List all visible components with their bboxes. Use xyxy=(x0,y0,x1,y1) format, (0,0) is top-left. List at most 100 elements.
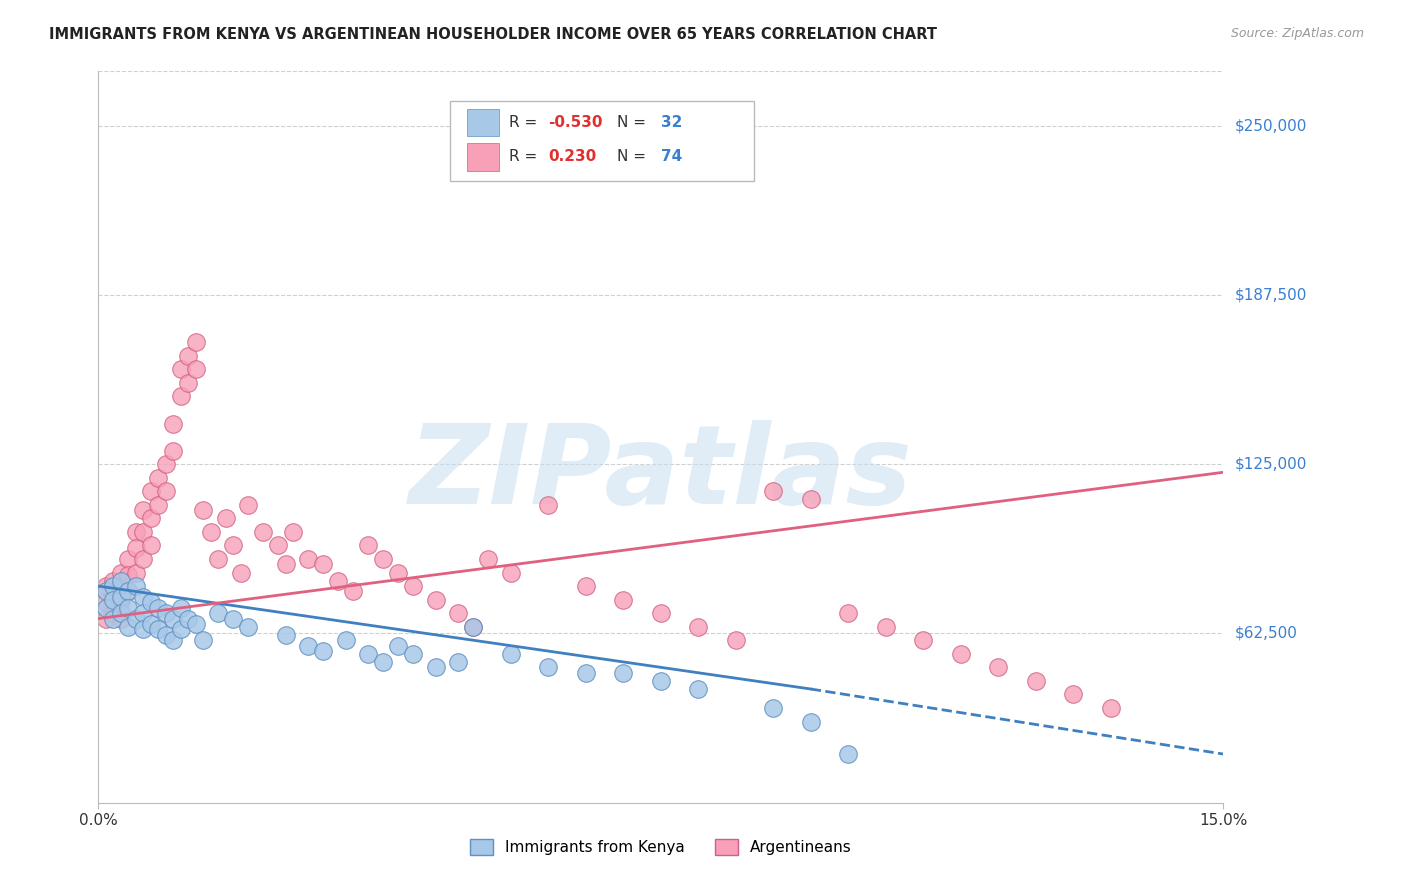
Point xyxy=(125,541,148,556)
Point xyxy=(575,665,598,680)
Point xyxy=(148,471,170,485)
Point xyxy=(373,655,395,669)
Point xyxy=(94,600,117,615)
Point xyxy=(207,606,229,620)
Point xyxy=(425,592,447,607)
Text: $187,500: $187,500 xyxy=(1234,287,1306,302)
Point xyxy=(177,376,200,390)
Point xyxy=(117,552,139,566)
Text: R =: R = xyxy=(509,150,543,164)
Point xyxy=(184,362,207,376)
Point xyxy=(688,620,710,634)
Point xyxy=(110,611,132,625)
Point xyxy=(575,579,598,593)
Point xyxy=(612,592,634,607)
Point xyxy=(357,538,380,552)
Point xyxy=(103,579,125,593)
Text: -0.530: -0.530 xyxy=(548,115,603,130)
Point xyxy=(477,552,499,566)
Point xyxy=(499,566,522,580)
Text: $62,500: $62,500 xyxy=(1234,626,1298,641)
Point xyxy=(335,633,357,648)
Point xyxy=(274,558,297,572)
Text: $125,000: $125,000 xyxy=(1234,457,1306,472)
Point xyxy=(373,552,395,566)
Point xyxy=(537,660,560,674)
Point xyxy=(103,611,125,625)
Point xyxy=(139,538,162,552)
Point xyxy=(762,701,785,715)
Point xyxy=(425,660,447,674)
Point xyxy=(132,606,155,620)
Point xyxy=(297,552,319,566)
FancyBboxPatch shape xyxy=(467,143,499,171)
Point xyxy=(800,714,823,729)
Point xyxy=(110,592,132,607)
Text: IMMIGRANTS FROM KENYA VS ARGENTINEAN HOUSEHOLDER INCOME OVER 65 YEARS CORRELATIO: IMMIGRANTS FROM KENYA VS ARGENTINEAN HOU… xyxy=(49,27,938,42)
Point xyxy=(184,617,207,632)
Point xyxy=(125,579,148,593)
Point xyxy=(125,524,148,539)
Point xyxy=(215,511,238,525)
Point xyxy=(162,443,184,458)
Point xyxy=(155,628,177,642)
Point xyxy=(170,600,193,615)
Point xyxy=(222,538,245,552)
Text: Source: ZipAtlas.com: Source: ZipAtlas.com xyxy=(1230,27,1364,40)
Point xyxy=(342,584,364,599)
Point xyxy=(117,568,139,582)
Text: N =: N = xyxy=(617,115,651,130)
Point xyxy=(177,349,200,363)
Point xyxy=(94,595,117,609)
Point xyxy=(987,660,1010,674)
Point xyxy=(447,606,470,620)
Point xyxy=(297,639,319,653)
Point xyxy=(110,574,132,588)
Text: 74: 74 xyxy=(661,150,682,164)
Point xyxy=(499,647,522,661)
Point xyxy=(328,574,350,588)
Point xyxy=(463,620,485,634)
Point xyxy=(184,335,207,350)
Point xyxy=(94,584,117,599)
Point xyxy=(402,579,425,593)
Point xyxy=(688,681,710,696)
Point xyxy=(103,606,125,620)
Point xyxy=(155,457,177,471)
Point xyxy=(94,611,117,625)
Text: 32: 32 xyxy=(661,115,682,130)
Point xyxy=(267,538,290,552)
Point xyxy=(402,647,425,661)
Point xyxy=(357,647,380,661)
Point xyxy=(148,600,170,615)
Point xyxy=(912,633,935,648)
Point xyxy=(463,620,485,634)
Point xyxy=(110,590,132,604)
Point xyxy=(117,620,139,634)
Point xyxy=(222,611,245,625)
Point xyxy=(1099,701,1122,715)
Point xyxy=(238,498,260,512)
Point xyxy=(1062,688,1084,702)
Point xyxy=(875,620,897,634)
Point xyxy=(139,484,162,499)
Point xyxy=(162,633,184,648)
FancyBboxPatch shape xyxy=(450,101,754,181)
Point xyxy=(103,592,125,607)
Point xyxy=(139,617,162,632)
Point xyxy=(238,620,260,634)
Point xyxy=(103,574,125,588)
Point xyxy=(117,600,139,615)
Point xyxy=(283,524,305,539)
Point xyxy=(155,606,177,620)
Point xyxy=(612,665,634,680)
Point xyxy=(762,484,785,499)
Point xyxy=(103,590,125,604)
Point xyxy=(148,498,170,512)
Point xyxy=(139,511,162,525)
Point xyxy=(1025,673,1047,688)
Point xyxy=(837,606,859,620)
Point xyxy=(110,566,132,580)
Point xyxy=(537,498,560,512)
Point xyxy=(162,417,184,431)
